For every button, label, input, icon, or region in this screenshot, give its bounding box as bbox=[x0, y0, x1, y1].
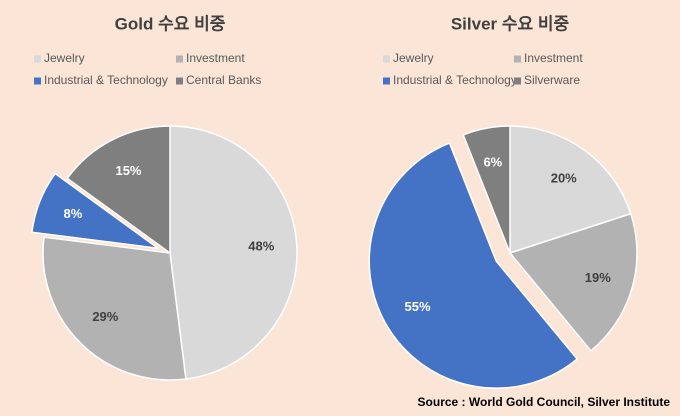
chart-title: Silver 수요 비중 bbox=[451, 14, 570, 33]
pie-slice bbox=[509, 125, 632, 255]
pie-slice bbox=[169, 125, 298, 380]
slice-label: 29% bbox=[92, 309, 118, 324]
legend-swatch bbox=[176, 55, 183, 63]
legend-label: Jewelry bbox=[44, 51, 85, 65]
legend-swatch bbox=[34, 55, 41, 63]
chart-title: Gold 수요 비중 bbox=[115, 14, 226, 33]
slice-label: 8% bbox=[63, 206, 82, 221]
legend-label: Central Banks bbox=[186, 73, 261, 87]
source-note: Source : World Gold Council, Silver Inst… bbox=[418, 395, 671, 409]
legend-label: Industrial & Technology bbox=[44, 73, 168, 87]
pie-slice bbox=[462, 125, 511, 254]
slice-label: 20% bbox=[551, 170, 577, 185]
pie-slice bbox=[368, 142, 579, 389]
legend-swatch bbox=[34, 77, 41, 85]
legend-label: Jewelry bbox=[393, 51, 434, 65]
slice-label: 15% bbox=[115, 163, 141, 178]
slice-label: 55% bbox=[405, 299, 431, 314]
legend-swatch bbox=[514, 55, 521, 63]
legend-label: Industrial & Technology bbox=[393, 73, 517, 87]
pie-slice bbox=[66, 125, 171, 255]
legend-label: Silverware bbox=[524, 73, 580, 87]
legend-label: Investment bbox=[186, 51, 245, 65]
pie-slice bbox=[31, 172, 159, 249]
legend-swatch bbox=[383, 55, 390, 63]
slice-label: 6% bbox=[483, 155, 502, 170]
legend-swatch bbox=[383, 77, 390, 85]
legend-swatch bbox=[514, 77, 521, 85]
slice-label: 19% bbox=[585, 270, 611, 285]
legend-swatch bbox=[176, 77, 183, 85]
slice-label: 48% bbox=[248, 239, 274, 254]
pie-slice bbox=[42, 236, 187, 381]
legend-label: Investment bbox=[524, 51, 583, 65]
pie-slice bbox=[508, 212, 638, 352]
